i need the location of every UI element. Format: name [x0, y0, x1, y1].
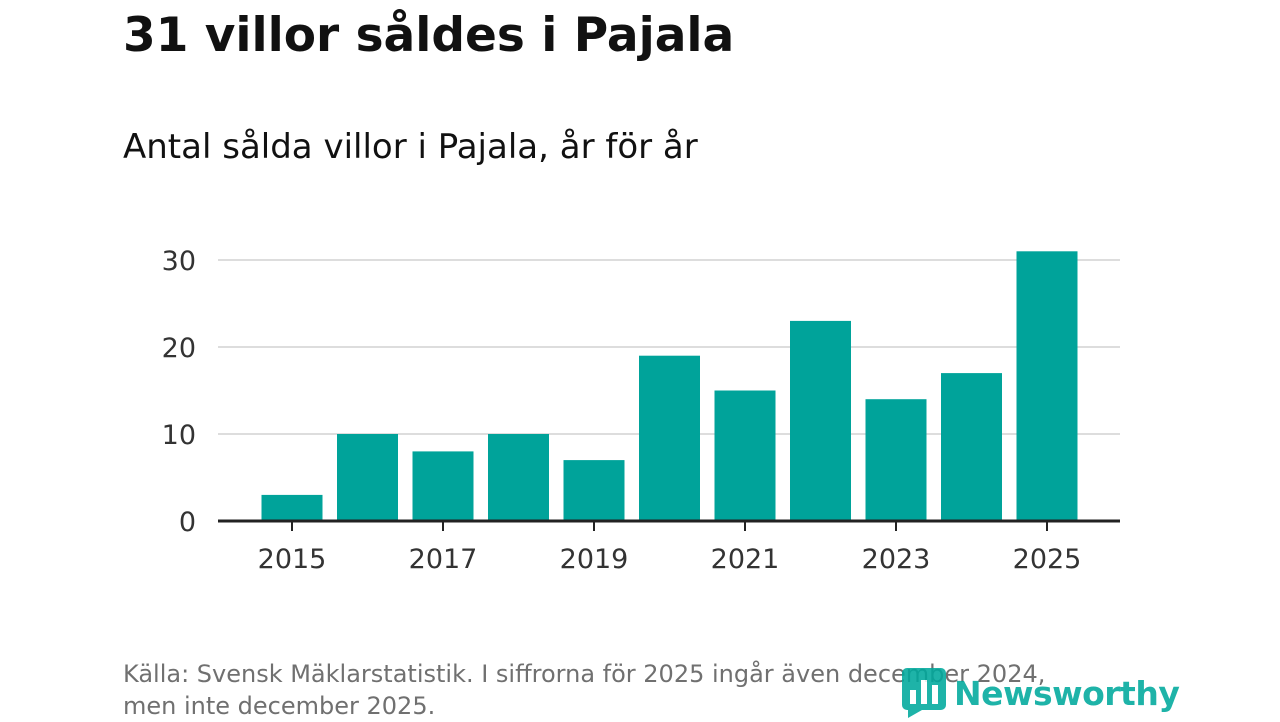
bar-chart-logo-icon [902, 668, 946, 718]
source-line-1: Källa: Svensk Mäklarstatistik. I siffror… [123, 660, 1046, 688]
bar-2021 [714, 390, 776, 521]
bar-2018 [488, 434, 549, 521]
x-tick-label: 2015 [258, 544, 327, 575]
x-tick-label: 2021 [711, 544, 780, 575]
y-axis-ticks: 0 10 20 30 [162, 246, 196, 538]
x-axis-ticks: 2015 2017 2019 2021 2023 2025 [258, 521, 1082, 575]
chart-subtitle: Antal sålda villor i Pajala, år för år [123, 127, 698, 167]
bar-2016 [337, 434, 398, 521]
brand-logo: Newsworthy [902, 668, 1180, 718]
x-tick-label: 2023 [862, 544, 931, 575]
y-tick-label: 0 [179, 507, 196, 538]
bar-2022 [790, 320, 851, 521]
chart-title: 31 villor såldes i Pajala [123, 8, 735, 63]
y-tick-label: 30 [162, 246, 196, 277]
bar-chart: 0 10 20 30 2015 2017 2019 2021 2023 2025 [162, 246, 1120, 575]
bar-2024 [941, 373, 1002, 521]
bar-2020 [639, 355, 700, 521]
bar-2019 [563, 460, 625, 521]
y-tick-label: 20 [162, 333, 196, 364]
brand-name: Newsworthy [954, 673, 1180, 713]
x-tick-label: 2017 [409, 544, 478, 575]
x-tick-label: 2019 [560, 544, 629, 575]
bar-2023 [865, 399, 927, 521]
bar-2025 [1016, 251, 1078, 522]
x-tick-label: 2025 [1013, 544, 1082, 575]
y-tick-label: 10 [162, 420, 196, 451]
bar-2017 [412, 451, 474, 521]
source-line-2: men inte december 2025. [123, 692, 436, 720]
bar-2015 [261, 494, 323, 521]
source-note: Källa: Svensk Mäklarstatistik. I siffror… [123, 658, 1045, 722]
bars [261, 251, 1078, 522]
